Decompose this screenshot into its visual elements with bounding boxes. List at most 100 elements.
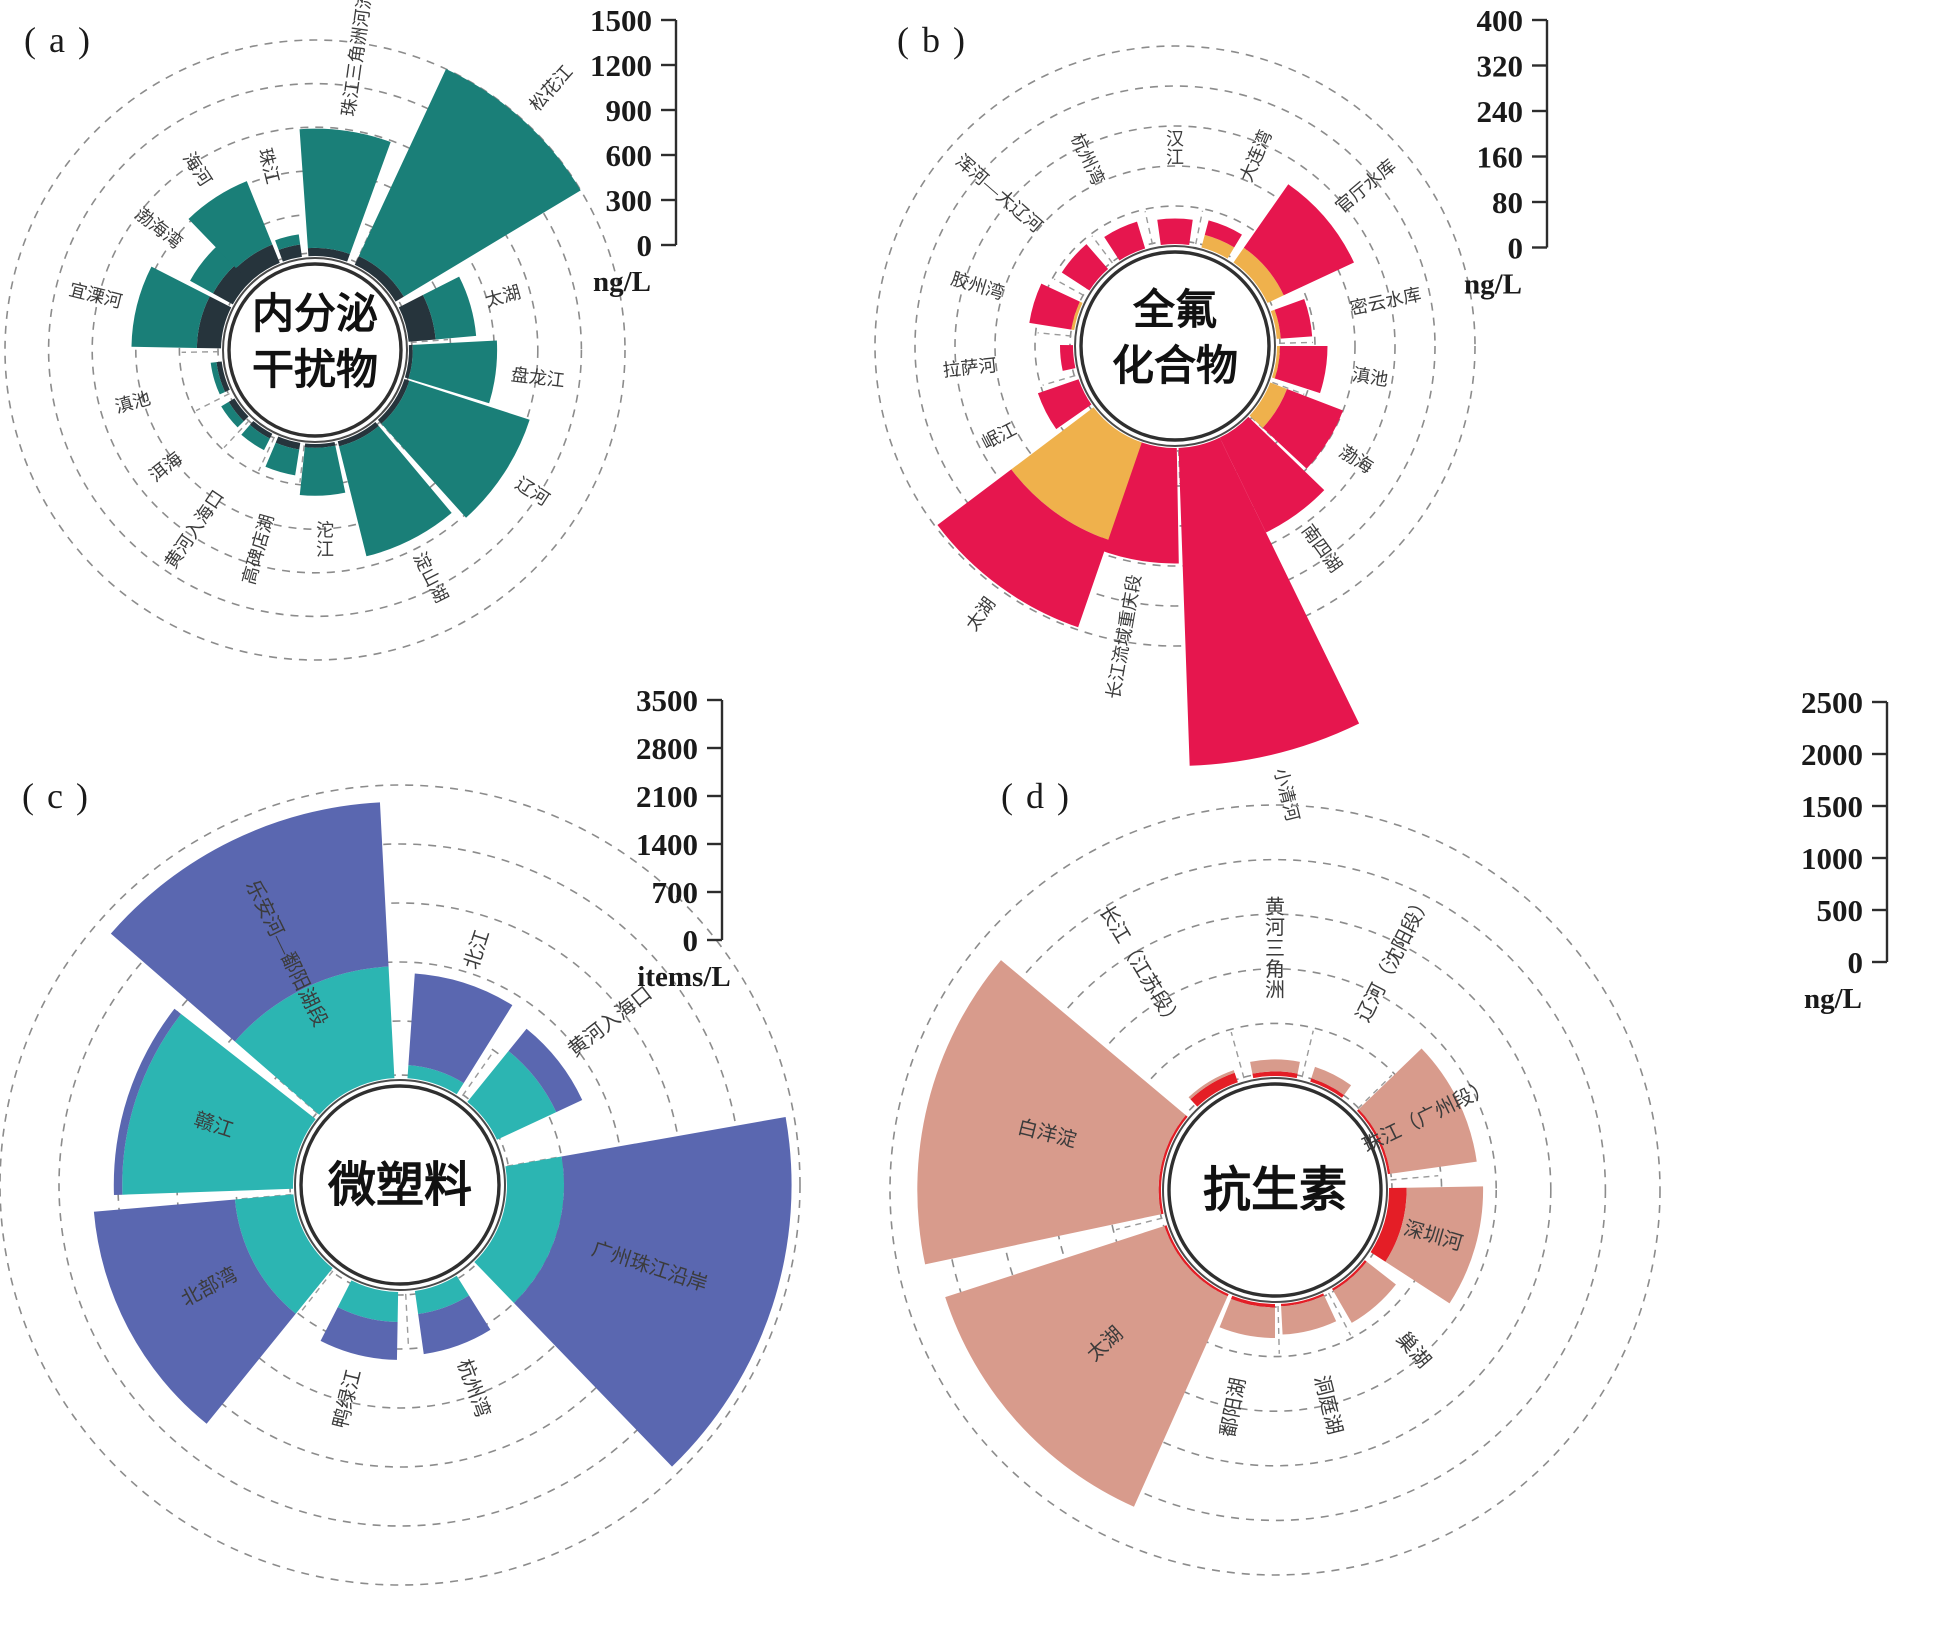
chart-title: 微塑料 <box>327 1159 472 1212</box>
sector-outer-黄河入海口 <box>508 1028 583 1113</box>
sector-outer-沱江 <box>299 445 346 496</box>
grid-ring <box>91 126 539 574</box>
sector-outer-盘龙江 <box>408 340 498 404</box>
sector-outer-密云水库 <box>1274 298 1313 339</box>
scale-unit: ng/L <box>1464 269 1522 301</box>
sector-outer-深圳河 <box>1385 1186 1484 1304</box>
grid-spoke <box>1053 278 1085 297</box>
sector-outer-官厅水库 <box>1243 184 1354 296</box>
grid-spoke <box>300 1270 334 1313</box>
sector-outer-珠江（广州段） <box>1358 1048 1477 1174</box>
sector-inner-珠江三角洲河流 <box>307 247 350 262</box>
grid-ring <box>874 45 1476 647</box>
grid-spoke <box>1301 1030 1314 1078</box>
grid-ring <box>0 784 801 1586</box>
scale-tick-label: 80 <box>1492 185 1523 220</box>
scale-a: 1500 1200 900 600 300 0ng/L <box>590 3 678 298</box>
sector-inner-大连湾 <box>1201 234 1235 259</box>
scale-unit: ng/L <box>1804 983 1862 1015</box>
grid-spoke <box>1277 1305 1280 1354</box>
scale-tick-label: 2800 <box>636 731 698 766</box>
panel-c-chart: ( c )微塑料北江黄河入海口广州珠江沿岸杭州湾鸭绿江北部湾赣江乐安河—鄱阳湖段… <box>0 683 801 1586</box>
chart-title: 干扰物 <box>252 347 378 394</box>
site-label-汉江: 汉江 <box>1166 129 1184 168</box>
sector-outer-胶州湾 <box>1029 283 1080 330</box>
scale-tick-label: 700 <box>652 875 699 910</box>
sector-outer-太湖 <box>945 1225 1228 1507</box>
center-circle <box>1162 1077 1388 1303</box>
chart-title: 内分泌 <box>252 291 378 338</box>
grid-spoke <box>181 350 220 354</box>
grid-spoke <box>1230 1031 1245 1079</box>
sector-outer-渤海 <box>1262 389 1344 469</box>
scale-tick-label: 400 <box>1477 3 1524 38</box>
site-label-洞庭湖: 洞庭湖 <box>1310 1373 1347 1437</box>
grid-spoke <box>1144 211 1154 245</box>
scale-tick-label: 2000 <box>1801 737 1863 772</box>
sector-inner-滇池 <box>216 361 230 392</box>
sector-inner-辽河 <box>377 379 410 424</box>
sector-outer-黄河三角洲 <box>1250 1059 1300 1074</box>
grid-spoke <box>405 1293 410 1346</box>
scale-tick-label: 900 <box>606 93 653 128</box>
sector-inner-赣江 <box>122 1013 316 1195</box>
sector-inner-深圳河 <box>1370 1187 1407 1262</box>
sector-outer-珠江 <box>275 234 301 250</box>
center-circle-inner-ring <box>1167 1082 1383 1298</box>
grid-spoke <box>1327 1292 1352 1336</box>
scale-tick-label: 1000 <box>1801 841 1863 876</box>
sector-outer-太湖 <box>937 469 1109 628</box>
site-label-黄河三角洲: 黄河三角洲 <box>1265 895 1285 1001</box>
site-label-黄河入海口: 黄河入海口 <box>564 982 657 1062</box>
scale-tick-label: 2500 <box>1801 685 1863 720</box>
site-label-珠江三角洲河流: 珠江三角洲河流 <box>338 0 375 118</box>
sector-outer-杭州湾 <box>418 1295 491 1355</box>
sector-inner-密云水库 <box>1270 309 1281 339</box>
site-label-黄河入海口: 黄河入海口 <box>161 486 228 572</box>
scale-tick-label: 1400 <box>636 827 698 862</box>
sector-outer-辽河（沈阳段） <box>1311 1066 1352 1095</box>
center-circle <box>1074 245 1276 447</box>
panel-b-tag: ( b ) <box>897 20 967 60</box>
sector-inner-太湖 <box>1011 407 1142 540</box>
site-label-渤海: 渤海 <box>1335 441 1376 477</box>
sector-inner-珠江（广州段） <box>1357 1109 1391 1175</box>
grid-ring <box>889 804 1661 1576</box>
sector-outer-小清河 <box>1178 437 1360 766</box>
scale-tick-label: 600 <box>606 138 653 173</box>
sector-inner-巢湖 <box>1332 1260 1367 1291</box>
sector-outer-长江（江苏段） <box>1188 1070 1235 1100</box>
sector-inner-滇池 <box>1272 346 1280 379</box>
sector-inner-沱江 <box>304 441 336 448</box>
chart-title: 抗生素 <box>1203 1164 1347 1217</box>
sector-outer-南四湖 <box>1219 416 1325 533</box>
sector-inner-杭州湾 <box>414 1275 470 1315</box>
grid-spoke <box>239 1193 292 1200</box>
sector-outer-黄河入海口 <box>241 424 270 451</box>
sector-outer-滇池 <box>210 362 226 395</box>
site-label-胶州湾: 胶州湾 <box>949 268 1006 303</box>
grid-ring <box>47 82 583 618</box>
sector-inner-官厅水库 <box>1233 247 1284 303</box>
sector-inner-辽河（沈阳段） <box>1310 1078 1345 1098</box>
site-label-滇池: 滇池 <box>1351 365 1390 390</box>
grid-ring <box>914 85 1436 607</box>
grid-spoke <box>1177 449 1181 484</box>
sector-outer-大连湾 <box>1204 220 1242 248</box>
sector-outer-高碑店湖 <box>265 442 300 476</box>
site-label-杭州湾: 杭州湾 <box>452 1356 494 1420</box>
sector-inner-黄河三角洲 <box>1252 1071 1298 1079</box>
scale-unit: ng/L <box>593 266 651 298</box>
grid-spoke <box>1037 332 1072 337</box>
site-label-太湖: 太湖 <box>483 282 523 311</box>
sector-inner-乐安河—鄱阳湖段 <box>234 966 395 1115</box>
sector-inner-胶州湾 <box>1071 301 1083 331</box>
sector-outer-拉萨河 <box>1060 344 1076 371</box>
site-label-松花江: 松花江 <box>526 62 577 116</box>
sector-outer-汉江 <box>1157 218 1193 245</box>
grid-ring <box>994 165 1356 527</box>
grid-spoke <box>461 1052 493 1097</box>
